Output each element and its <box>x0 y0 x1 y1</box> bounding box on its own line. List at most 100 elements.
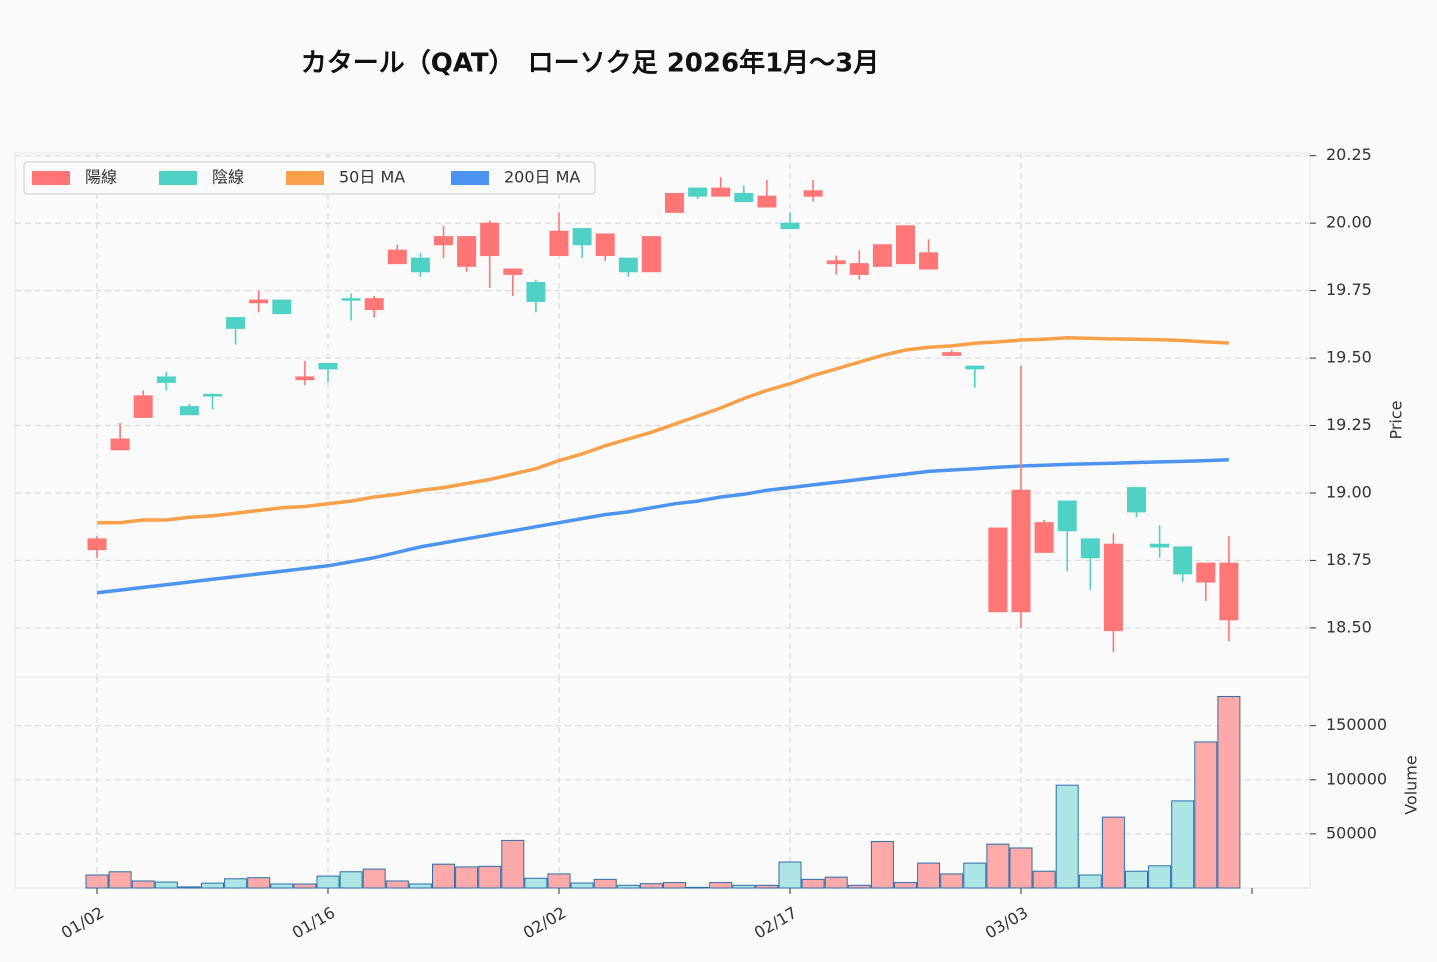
candle-body <box>1219 562 1239 621</box>
volume-bar <box>247 877 271 889</box>
candle-body <box>295 376 315 381</box>
candle-body <box>988 527 1008 613</box>
volume-bar <box>1148 865 1172 889</box>
volume-bar <box>362 868 386 889</box>
candle-body <box>387 249 407 265</box>
candle-body <box>480 222 500 257</box>
volume-bar <box>963 862 987 889</box>
candle-body <box>503 268 523 275</box>
candle-body <box>1057 500 1077 532</box>
y-tick-label: 19.50 <box>1326 348 1372 367</box>
candle-body <box>1103 543 1123 632</box>
y-tick-label: 20.00 <box>1326 213 1372 232</box>
candle-body <box>1080 538 1100 559</box>
volume-bar <box>85 874 109 889</box>
candle-body <box>734 192 754 203</box>
candle-body <box>1150 543 1170 548</box>
candle-body <box>826 260 846 265</box>
volume-bar <box>616 884 640 889</box>
y-tick-label: 18.50 <box>1326 617 1372 636</box>
candle-body <box>780 222 800 230</box>
legend-label: 200日 MA <box>504 168 580 187</box>
volume-bar <box>1078 874 1102 889</box>
candle-body <box>1196 562 1216 583</box>
volume-bar <box>1101 816 1125 889</box>
candle-body <box>965 365 985 370</box>
volume-bar <box>201 882 224 889</box>
volume-bars <box>85 695 1241 889</box>
candle-body <box>272 299 292 315</box>
volume-bar <box>778 861 802 889</box>
candle-body <box>595 233 615 257</box>
legend: 陽線 陰線 50日 MA 200日 MA <box>23 161 596 195</box>
volume-bar <box>870 840 894 889</box>
candle-body <box>526 282 546 302</box>
volume-tick-label: 150000 <box>1326 715 1387 734</box>
legend-swatch <box>32 171 70 185</box>
candle-body <box>641 236 661 273</box>
volume-bar <box>847 884 871 889</box>
candle-body <box>919 252 939 270</box>
candle-body <box>688 187 708 197</box>
candle-body <box>757 195 777 208</box>
candle-body <box>572 228 592 246</box>
legend-label: 陰線 <box>212 168 244 187</box>
candle-body <box>226 317 246 329</box>
volume-bar <box>639 883 663 889</box>
volume-bar <box>385 880 409 889</box>
volume-bar <box>177 886 201 889</box>
volume-bar <box>570 882 594 889</box>
volume-bar <box>801 878 825 889</box>
volume-bar <box>270 883 294 889</box>
candle-body <box>364 298 384 310</box>
volume-bar <box>224 878 248 889</box>
candle-body <box>803 190 823 197</box>
candle-body <box>665 192 684 213</box>
volume-bar <box>1125 870 1148 889</box>
candle-body <box>872 244 892 267</box>
volume-tick-label: 100000 <box>1326 769 1387 788</box>
candle-body <box>179 406 199 416</box>
volume-bar <box>732 884 756 889</box>
legend-swatch <box>159 171 197 185</box>
candle-body <box>434 236 453 246</box>
candle-body <box>156 376 176 383</box>
candle-body <box>1173 546 1193 575</box>
candle-body <box>711 187 731 197</box>
candle-body <box>341 298 361 301</box>
volume-bar <box>755 884 779 889</box>
candle-body <box>849 263 869 275</box>
candle-body <box>896 225 915 265</box>
volume-bar <box>986 843 1010 889</box>
moving-averages <box>96 336 1229 595</box>
volume-bar <box>501 839 525 889</box>
volume-bar <box>824 876 848 889</box>
chart-title: カタール（QAT） ローソク足 2026年1月～3月 <box>301 48 880 79</box>
volume-bar <box>478 865 502 889</box>
volume-bar <box>709 882 733 889</box>
volume-bar <box>917 862 941 889</box>
volume-bar <box>131 880 155 889</box>
legend-label: 50日 MA <box>339 168 405 187</box>
volume-bar <box>455 866 479 889</box>
volume-bar <box>1194 741 1218 889</box>
candle-body <box>249 299 269 304</box>
candle-body <box>1127 487 1146 513</box>
candle-body <box>203 393 222 397</box>
candle-body <box>318 362 338 370</box>
y-tick-label: 19.75 <box>1326 280 1372 299</box>
volume-bar <box>547 873 571 889</box>
volume-bar <box>1032 870 1056 889</box>
candle-body <box>1034 522 1054 553</box>
volume-bar <box>154 881 178 889</box>
legend-swatch <box>286 171 324 185</box>
volume-bar <box>1217 695 1241 889</box>
legend-swatch <box>451 171 489 185</box>
volume-bar <box>293 883 317 889</box>
volume-bar <box>432 863 455 889</box>
volume-bar <box>940 873 964 889</box>
volume-bar <box>1055 784 1079 889</box>
volume-bar <box>663 882 686 889</box>
volume-bar <box>524 877 548 889</box>
candle-body <box>87 538 107 551</box>
